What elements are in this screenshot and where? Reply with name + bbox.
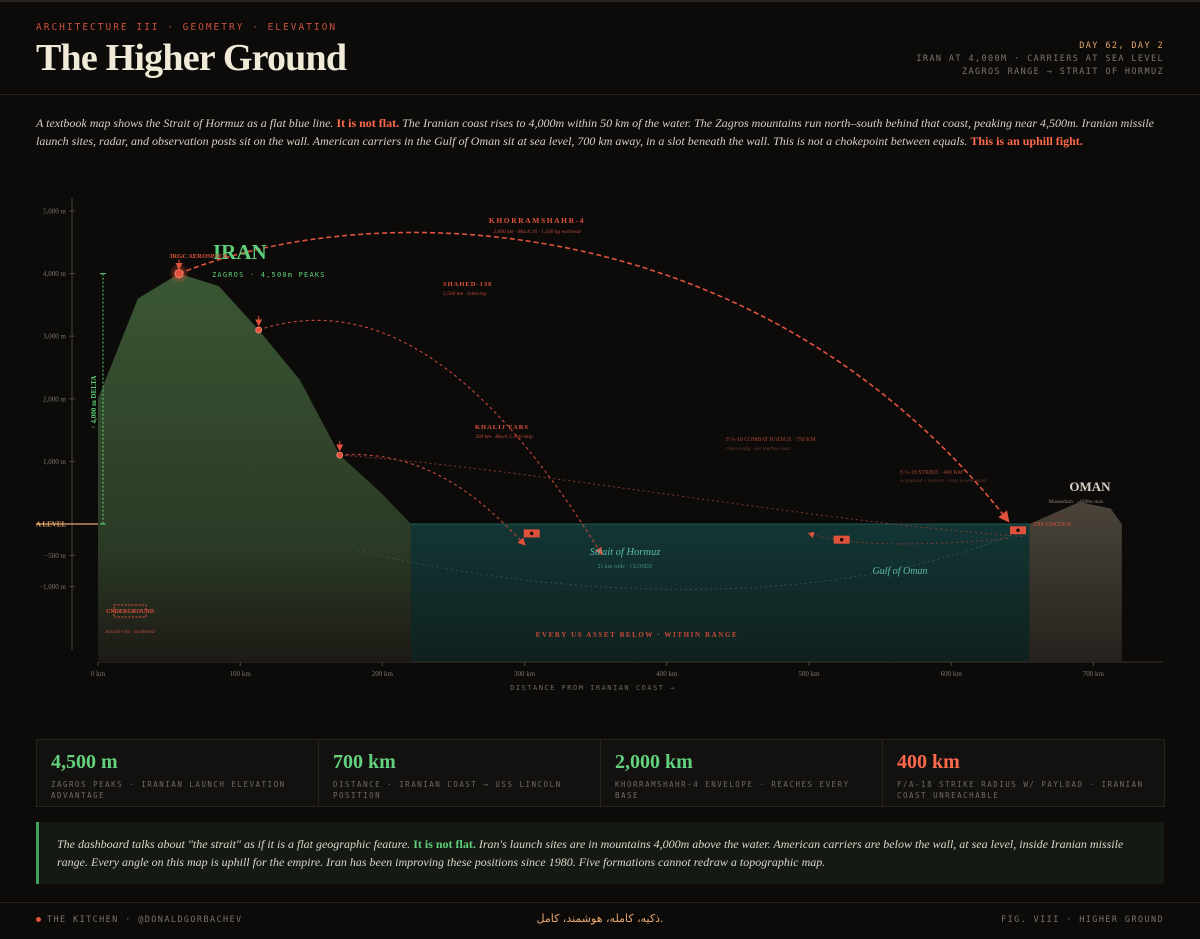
us-ship-core	[1016, 528, 1020, 533]
sea-level-note: sea level	[1051, 515, 1069, 520]
sea-area	[410, 524, 1030, 662]
missile-label: KHORRAMSHAHR-4	[489, 216, 585, 225]
khalij-fars-arc	[339, 454, 526, 546]
footer-credit: THE KITCHEN · @DONALDGORBACHEV	[36, 915, 243, 925]
stat-value: 700 km	[333, 751, 396, 773]
y-tick-label: 2,000 m	[43, 395, 67, 403]
shahed-arc	[258, 319, 603, 556]
y-tick-label: −500 m	[44, 552, 66, 560]
x-axis-title: DISTANCE FROM IRANIAN COAST →	[510, 684, 676, 692]
conclusion-text-1: The dashboard talks about "the strait" a…	[57, 837, 414, 851]
page-footer: THE KITCHEN · @DONALDGORBACHEV ذکیه، کام…	[0, 902, 1200, 939]
conclusion-highlight: It is not flat.	[413, 837, 476, 851]
meta-elevation: IRAN AT 4,000M · CARRIERS AT SEA LEVEL	[916, 54, 1164, 64]
missile-spec: 2,500 km · loitering	[443, 291, 486, 297]
stat-card-envelope: 2,000 km KHORRAMSHAHR-4 ENVELOPE · REACH…	[600, 739, 883, 807]
footer-credit-text: THE KITCHEN · @DONALDGORBACHEV	[47, 915, 243, 925]
meta-day: DAY 62, DAY 2	[1079, 41, 1164, 51]
status-dot-icon	[36, 917, 41, 922]
strike-radius-label: F/A-18 STRIKE · 400 KM	[900, 470, 963, 476]
oman-terrain	[1029, 502, 1122, 662]
gulf-label: Gulf of Oman	[873, 566, 928, 577]
missile-label: KHALIJ FARS	[475, 424, 529, 431]
header-meta: DAY 62, DAY 2 IRAN AT 4,000M · CARRIERS …	[916, 40, 1164, 79]
conclusion-callout: The dashboard talks about "the strait" a…	[36, 822, 1164, 884]
underground-label: UNDERGROUND	[106, 609, 155, 615]
conclusion-text-2: Iran's launch sites are in mountains 4,0…	[57, 837, 1124, 869]
stat-card-strike-radius: 400 km F/A-18 STRIKE RADIUS W/ PAYLOAD ·…	[882, 739, 1165, 807]
page-header: ARCHITECTURE III · GEOMETRY · ELEVATION …	[0, 0, 1200, 95]
us-ship-core	[529, 531, 534, 536]
missile-spec: 2,000 km · Mach 16 · 1,500 kg warhead	[493, 229, 581, 235]
intro-paragraph: A textbook map shows the Strait of Hormu…	[36, 114, 1156, 150]
oman-sublabel: Musandam · ~600m max	[1048, 499, 1104, 505]
range-envelope-arc	[353, 533, 1016, 590]
strait-sublabel: 21 km wide · CLOSED	[598, 564, 653, 570]
page-title: The Higher Ground	[36, 37, 347, 79]
top-rule	[0, 0, 1200, 2]
range-note: EVERY US ASSET BELOW · WITHIN RANGE	[536, 631, 739, 639]
stat-value: 400 km	[897, 751, 960, 773]
intro-text-2: The Iranian coast rises to 4,000m within…	[36, 116, 1154, 148]
iran-sublabel: ZAGROS · 4,500m PEAKS	[212, 271, 326, 279]
launch-site-icon	[336, 451, 344, 459]
strait-label: Strait of Hormuz	[590, 547, 661, 558]
eyebrow-label: ARCHITECTURE III · GEOMETRY · ELEVATION	[36, 22, 338, 33]
x-tick-label: 200 km	[372, 670, 394, 678]
underground-marker-icon	[113, 604, 147, 618]
oman-label: OMAN	[1069, 479, 1111, 494]
us-ship-core	[839, 537, 844, 542]
x-tick-label: 400 km	[656, 670, 678, 678]
elevation-profile-chart: ↑ 4,000 m DELTA 5,000 m 4,000 m 3,000 m 2,0…	[36, 198, 1163, 692]
y-tick-label: 5,000 m	[43, 208, 67, 216]
launch-site-label: IRGC AEROSPACE	[170, 253, 228, 260]
underground-sublabel: missile city · hardened	[105, 629, 155, 635]
iran-terrain-profile	[98, 273, 411, 662]
missile-spec: 300 km · Mach 5 anti-ship	[474, 434, 533, 440]
stats-row: 4,500 m ZAGROS PEAKS · IRANIAN LAUNCH EL…	[36, 739, 1165, 807]
strike-radius-label: F/A-18 COMBAT RADIUS · 750 KM	[726, 437, 816, 443]
x-tick-label: 600 km	[941, 670, 963, 678]
intro-text-1: A textbook map shows the Strait of Hormu…	[36, 116, 337, 130]
intro-highlight-2: This is an uphill fight.	[970, 134, 1083, 148]
y-tick-label: 4,000 m	[43, 270, 67, 278]
strike-radius-note: w/ payload + reserves · stops in open wa…	[900, 479, 987, 484]
y-tick-label: A LEVEL	[36, 521, 66, 529]
stat-value: 2,000 km	[615, 751, 693, 773]
iran-label: IRAN	[213, 240, 267, 264]
stat-card-distance: 700 km DISTANCE · IRANIAN COAST → USS LI…	[318, 739, 601, 807]
strike-radius-arc	[807, 531, 1009, 545]
y-tick-label: 1,000 m	[43, 458, 67, 466]
y-tick-label: 3,000 m	[43, 333, 67, 341]
uss-lincoln-label: USS LINCOLN	[1033, 522, 1071, 528]
y-tick-label: −1,000 m	[39, 583, 66, 591]
stat-label: ZAGROS PEAKS · IRANIAN LAUNCH ELEVATION …	[51, 780, 286, 800]
footer-farsi-text: ذکیه، کامله، هوشمند، کامل.	[536, 912, 664, 925]
x-tick-label: 300 km	[514, 670, 536, 678]
delta-label: ↑ 4,000 m DELTA	[90, 376, 98, 429]
stat-label: F/A-18 STRIKE RADIUS W/ PAYLOAD · IRANIA…	[897, 780, 1144, 800]
intro-highlight-1: It is not flat.	[336, 116, 400, 130]
missile-label: SHAHED-136	[443, 281, 492, 288]
stat-label: KHORRAMSHAHR-4 ENVELOPE · REACHES EVERY …	[615, 780, 850, 800]
launch-site-icon	[174, 269, 184, 278]
strike-radius-note: clean config · just touches coast	[726, 447, 790, 452]
footer-figure-label: FIG. VIII · HIGHER GROUND	[1001, 915, 1164, 925]
x-tick-label: 0 km	[91, 670, 106, 678]
meta-route: ZAGROS RANGE → STRAIT OF HORMUZ	[961, 67, 1164, 77]
x-tick-label: 700 km	[1083, 670, 1105, 678]
stat-value: 4,500 m	[51, 751, 118, 773]
x-tick-label: 500 km	[798, 670, 820, 678]
stat-card-elevation: 4,500 m ZAGROS PEAKS · IRANIAN LAUNCH EL…	[36, 739, 319, 807]
launch-site-icon	[255, 326, 263, 334]
stat-label: DISTANCE · IRANIAN COAST → USS LINCOLN P…	[333, 780, 562, 800]
x-tick-label: 100 km	[230, 670, 252, 678]
